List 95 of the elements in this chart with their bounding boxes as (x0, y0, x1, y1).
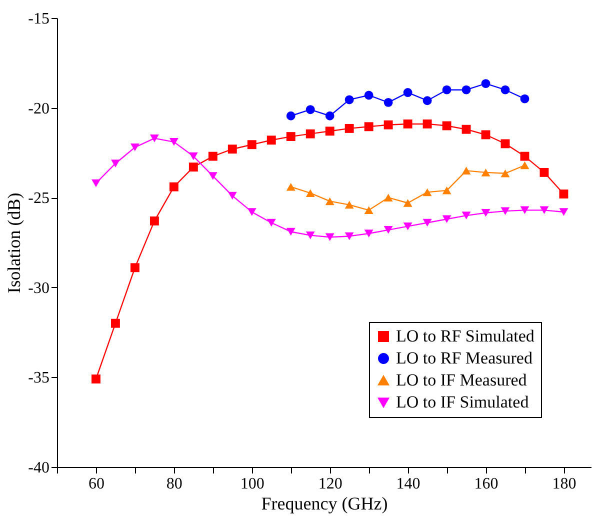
point (442, 121, 452, 130)
point (364, 206, 374, 214)
point (344, 124, 354, 133)
point (266, 218, 276, 227)
point (442, 215, 452, 224)
point (403, 222, 412, 230)
point (286, 228, 296, 236)
point (325, 111, 334, 120)
point (228, 144, 237, 154)
x-tick-label: 100 (240, 476, 264, 492)
point (500, 139, 510, 148)
point (540, 206, 549, 214)
point (325, 197, 334, 206)
x-tick-label: 160 (474, 476, 498, 492)
point (286, 111, 296, 120)
point (442, 85, 452, 94)
point (364, 122, 374, 132)
point (422, 188, 432, 196)
point (188, 152, 198, 160)
point (247, 140, 256, 150)
y-tick-label: -20 (28, 100, 50, 118)
point (130, 263, 140, 272)
point (228, 192, 237, 200)
point (384, 120, 393, 130)
legend-label: LO to RF Measured (396, 348, 533, 368)
point (306, 129, 315, 138)
point (306, 189, 315, 197)
point (520, 152, 530, 161)
legend-label: LO to IF Simulated (396, 392, 530, 412)
point (520, 94, 530, 104)
point (344, 95, 354, 104)
point (462, 212, 471, 220)
point (286, 132, 296, 142)
point (92, 179, 100, 188)
point (169, 182, 178, 192)
point (559, 208, 568, 216)
point (306, 105, 315, 114)
point (481, 208, 490, 217)
point (384, 194, 393, 202)
point (208, 172, 218, 180)
point (169, 138, 178, 146)
point (266, 136, 276, 145)
y-tick-label: -25 (28, 190, 50, 208)
point (481, 79, 490, 88)
y-tick-label: -35 (28, 370, 50, 387)
y-tick-label: -40 (28, 460, 50, 476)
point (481, 130, 490, 140)
point (110, 160, 120, 168)
point (344, 232, 354, 240)
x-tick-label: 180 (552, 476, 576, 492)
point (247, 208, 256, 216)
x-tick-label: 120 (318, 476, 342, 492)
point (110, 318, 120, 328)
point (130, 143, 140, 152)
point (500, 169, 510, 178)
point (384, 98, 393, 107)
point (325, 126, 334, 136)
point (364, 90, 374, 100)
point (403, 88, 412, 97)
point (422, 96, 432, 106)
point (462, 124, 471, 134)
point (462, 166, 471, 175)
point (422, 218, 432, 227)
point (403, 119, 412, 128)
point (325, 233, 334, 241)
point (150, 216, 159, 226)
y-tick-label: -30 (28, 280, 50, 297)
point (150, 134, 159, 142)
point (481, 168, 490, 176)
point (462, 85, 471, 94)
point (442, 186, 452, 194)
y-tick-label: -15 (28, 10, 50, 28)
point (403, 199, 412, 207)
y-axis-title: Isolation (dB) (4, 192, 24, 294)
x-tick-label: 60 (88, 476, 104, 492)
point (520, 161, 530, 170)
point (344, 200, 354, 209)
point (520, 206, 530, 214)
point (384, 226, 393, 234)
x-tick-label: 80 (166, 476, 182, 492)
point (208, 152, 218, 161)
point (92, 374, 100, 384)
x-axis-title: Frequency (GHz) (261, 494, 388, 514)
point (559, 190, 568, 198)
point (286, 182, 296, 191)
point (540, 168, 549, 177)
legend-label: LO to RF Simulated (396, 326, 535, 346)
x-tick-label: 140 (396, 476, 420, 492)
point (422, 119, 432, 128)
legend-label: LO to IF Measured (396, 370, 528, 390)
point (500, 85, 510, 94)
point (188, 162, 198, 172)
point (364, 230, 374, 238)
point (306, 231, 315, 240)
point (500, 207, 510, 215)
